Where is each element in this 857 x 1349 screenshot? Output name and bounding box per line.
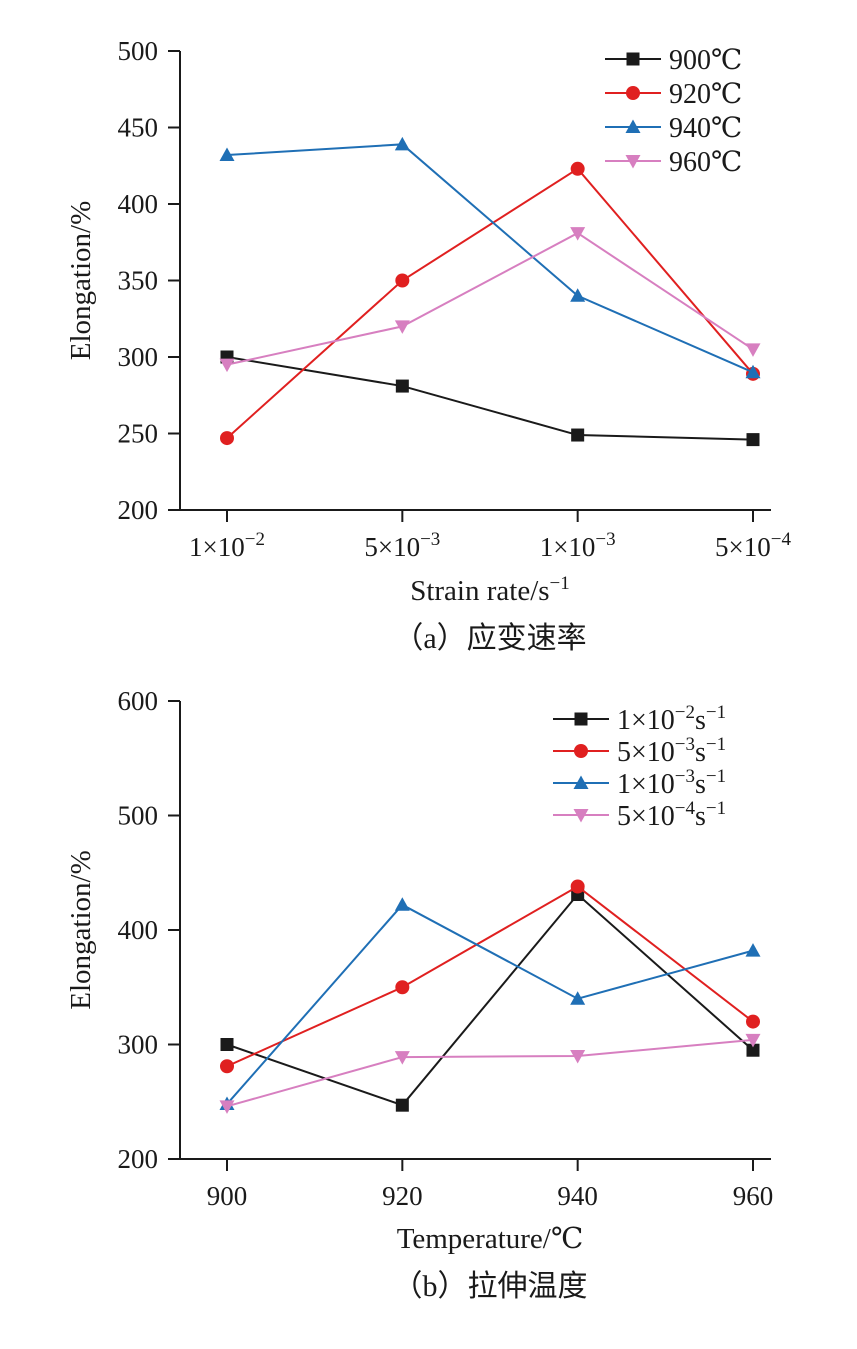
legend: 1×10−2s−15×10−3s−11×10−3s−15×10−4s−1: [553, 702, 726, 832]
legend-marker: [573, 809, 589, 823]
series-line: [226, 1038, 754, 1108]
data-point: [745, 364, 761, 379]
data-point: [570, 1049, 586, 1064]
x-axis-title: Temperature/℃: [397, 1223, 584, 1255]
data-point: [571, 428, 585, 442]
legend-item: 5×10−3s−1: [553, 734, 726, 768]
legend-marker: [626, 86, 640, 100]
legend-label: 5×10−4s−1: [617, 798, 726, 832]
legend-label: 1×10−3s−1: [617, 766, 726, 800]
legend-label: 920℃: [669, 79, 742, 110]
series-line: [226, 143, 754, 374]
data-point: [570, 227, 586, 241]
legend-marker: [574, 712, 588, 726]
legend-label: 5×10−3s−1: [617, 734, 726, 768]
legend-marker: [573, 775, 589, 789]
data-point: [394, 136, 410, 151]
data-point: [746, 1043, 760, 1057]
y-axis-title: Elongation/%: [65, 201, 97, 360]
series-line: [226, 167, 754, 439]
y-tick-label: 450: [118, 113, 159, 143]
y-tick-label: 500: [118, 36, 159, 66]
chart-caption: （b）拉伸温度: [393, 1270, 588, 1303]
x-tick-label: 1×10−3: [540, 529, 616, 562]
legend-item: 1×10−2s−1: [553, 702, 726, 736]
data-point: [220, 431, 234, 446]
x-tick-label: 900: [207, 1181, 248, 1211]
x-tick-label: 920: [382, 1181, 423, 1211]
data-point: [219, 147, 235, 162]
data-point: [745, 943, 761, 957]
legend-label: 940℃: [669, 113, 742, 144]
legend-marker: [626, 52, 640, 66]
data-point: [746, 433, 760, 447]
x-tick-label: 940: [557, 1181, 598, 1211]
x-axis-title: Strain rate/s−1: [410, 573, 570, 607]
series-4: [219, 227, 761, 373]
legend-label: 960℃: [669, 147, 742, 178]
data-point: [220, 1059, 234, 1074]
series-line: [226, 903, 754, 1105]
data-point: [395, 273, 410, 288]
series-3: [219, 136, 761, 379]
y-tick-label: 300: [118, 1030, 159, 1060]
legend-item: 920℃: [605, 79, 742, 110]
data-point: [394, 1051, 410, 1065]
series-1: [220, 888, 760, 1112]
data-point: [394, 320, 410, 334]
chart-temperature: 200 300 400 500 600 900 920 940 960 Elongation/% T…: [65, 686, 773, 1303]
data-point: [395, 379, 409, 393]
legend-marker: [625, 119, 641, 133]
data-point: [570, 879, 585, 894]
data-point: [570, 161, 585, 176]
data-point: [395, 1098, 409, 1112]
chart-strain-rate: 200 250 300 350 400 450 500 1×10−2 5×10−3 1×10−3 5…: [65, 36, 791, 655]
data-point: [220, 1038, 234, 1051]
chart-caption: （a）应变速率: [393, 622, 586, 655]
legend-item: 960℃: [605, 147, 742, 178]
y-tick-label: 500: [118, 801, 159, 831]
legend-label: 900℃: [669, 45, 742, 76]
y-tick-label: 600: [118, 686, 159, 716]
series-line: [226, 885, 754, 1068]
series-2: [220, 161, 760, 446]
y-axis-title: Elongation/%: [65, 850, 97, 1009]
data-point: [219, 1100, 235, 1114]
series-4: [219, 1033, 761, 1114]
data-point: [219, 358, 235, 373]
legend-item: 5×10−4s−1: [553, 798, 726, 832]
series-2: [220, 879, 760, 1074]
y-tick-label: 350: [118, 266, 159, 296]
data-point: [745, 343, 761, 357]
legend-marker: [574, 744, 588, 758]
x-tick-label: 1×10−2: [189, 529, 265, 562]
legend-item: 940℃: [605, 113, 742, 144]
legend-item: 900℃: [605, 45, 742, 76]
x-tick-label: 5×10−4: [715, 529, 791, 562]
legend-marker: [625, 155, 641, 169]
data-point: [395, 980, 410, 995]
series-1: [220, 350, 760, 447]
y-tick-label: 250: [118, 419, 159, 449]
y-tick-label: 300: [118, 342, 159, 372]
series-3: [219, 897, 761, 1111]
y-tick-label: 400: [118, 915, 159, 945]
data-point: [745, 1033, 761, 1048]
y-tick-label: 200: [118, 1144, 159, 1174]
x-tick-label: 5×10−3: [364, 529, 440, 562]
data-point: [570, 288, 586, 302]
y-tick-label: 200: [118, 495, 159, 525]
series-line: [226, 356, 754, 441]
legend-label: 1×10−2s−1: [617, 702, 726, 736]
y-tick-label: 400: [118, 189, 159, 219]
data-point: [570, 991, 586, 1005]
data-point: [746, 1014, 760, 1029]
x-tick-label: 960: [733, 1181, 774, 1211]
data-point: [394, 897, 410, 911]
series-line: [226, 893, 754, 1107]
series-line: [226, 231, 754, 366]
legend-item: 1×10−3s−1: [553, 766, 726, 800]
